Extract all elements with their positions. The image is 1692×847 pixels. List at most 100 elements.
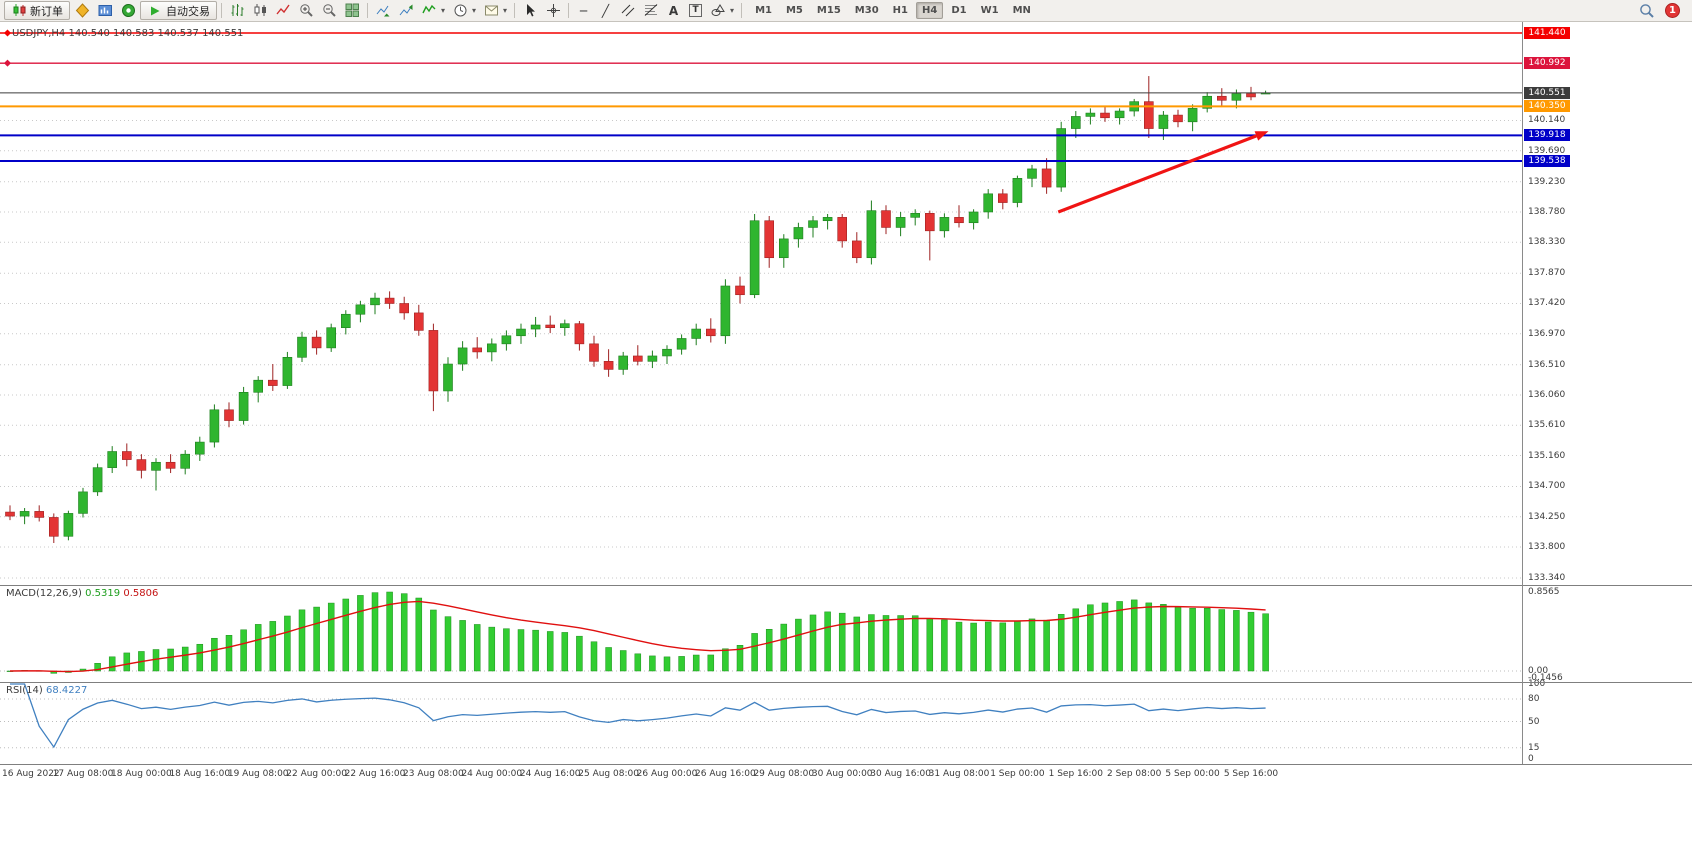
timeframe-h4[interactable]: H4	[915, 2, 944, 19]
toolbar-separator	[568, 3, 570, 18]
rsi-scale-label: 15	[1528, 742, 1540, 753]
panel-separator-main-macd[interactable]	[0, 585, 1692, 586]
timeframe-m15[interactable]: M15	[816, 5, 841, 16]
templates-button[interactable]: ▾	[480, 1, 510, 20]
candlestick-chart-icon	[252, 3, 268, 18]
chevron-down-icon: ▾	[730, 6, 735, 15]
timeframe-m5[interactable]: M5	[785, 5, 803, 16]
label-tool-button[interactable]: T	[685, 1, 706, 20]
search-button[interactable]	[1636, 1, 1658, 20]
chart-shift-button[interactable]	[395, 1, 417, 20]
candlestick-chart-button[interactable]	[249, 1, 271, 20]
price-tick-label: 135.160	[1528, 450, 1566, 461]
horizontal-price-lines[interactable]	[0, 29, 1522, 162]
price-tick-label: 136.060	[1528, 389, 1566, 400]
chevron-down-icon: ▾	[441, 6, 446, 15]
price-axis[interactable]: 140.140 139.690 139.230 138.780 138.330 137.8…	[1523, 22, 1691, 764]
new-order-button[interactable]: 新订单	[4, 1, 70, 20]
rsi-label: RSI(14) 68.4227	[6, 685, 87, 696]
time-axis-label: 26 Aug 00:00	[636, 769, 698, 779]
cursor-button[interactable]	[519, 1, 541, 20]
shapes-button[interactable]: ▾	[707, 1, 737, 20]
chart-canvas[interactable]	[0, 22, 1522, 786]
chart-title: USDJPY,H4 140.540 140.583 140.537 140.55…	[12, 28, 244, 39]
rsi-scale-label: 100	[1528, 679, 1546, 689]
price-tick-label: 134.250	[1528, 511, 1566, 522]
profiles-button[interactable]	[94, 1, 116, 20]
fibonacci-button[interactable]	[640, 1, 662, 20]
macd-main-value: 0.5319	[85, 588, 121, 599]
time-axis-label: 26 Aug 16:00	[695, 769, 756, 779]
time-axis[interactable]: 16 Aug 2022 17 Aug 08:00 18 Aug 00:00 18 Au…	[0, 765, 1692, 789]
bar-chart-button[interactable]	[226, 1, 248, 20]
time-axis-label: 22 Aug 16:00	[344, 769, 406, 779]
timeframe-toolbar: M1 M5 M15 M30 H1 H4 D1 W1 MN	[748, 2, 1038, 19]
chart-area: USDJPY,H4 140.540 140.583 140.537 140.55…	[0, 22, 1692, 847]
autotrade-label: 自动交易	[166, 4, 210, 18]
chevron-down-icon: ▾	[503, 6, 508, 15]
rsi-scale-label: 50	[1528, 716, 1540, 727]
timeframe-mn[interactable]: MN	[1012, 5, 1031, 16]
auto-scroll-button[interactable]	[372, 1, 394, 20]
zoom-out-button[interactable]	[318, 1, 340, 20]
equidistant-channel-button[interactable]	[617, 1, 639, 20]
chevron-down-icon: ▾	[472, 6, 477, 15]
periods-button[interactable]: ▾	[449, 1, 479, 20]
price-level-badge: 139.918	[1524, 129, 1570, 142]
price-tick-label: 133.800	[1528, 542, 1566, 553]
time-axis-label: 1 Sep 00:00	[990, 769, 1045, 779]
macd-label: MACD(12,26,9) 0.5319 0.5806	[6, 588, 158, 599]
price-tick-label: 140.140	[1528, 115, 1566, 126]
tile-windows-button[interactable]	[341, 1, 363, 20]
macd-name: MACD(12,26,9)	[6, 588, 82, 599]
grid-lines	[0, 119, 1522, 579]
indicators-icon	[421, 3, 437, 18]
timeframe-m30[interactable]: M30	[854, 5, 879, 16]
timeframe-d1[interactable]: D1	[951, 5, 967, 16]
horizontal-line-icon: ─	[579, 3, 588, 18]
price-tick-label: 136.970	[1528, 328, 1566, 339]
price-axis-border	[1522, 22, 1523, 764]
time-axis-label: 2 Sep 08:00	[1107, 769, 1162, 779]
toolbar-separator	[741, 3, 743, 18]
price-tick-label: 137.870	[1528, 268, 1566, 279]
autotrade-play-icon	[147, 3, 163, 18]
macd-scale-label: 0.8565	[1528, 587, 1560, 597]
trendline-button[interactable]: ╱	[595, 1, 616, 20]
price-level-badge: 140.992	[1524, 57, 1570, 70]
panel-separator-macd-rsi[interactable]	[0, 682, 1692, 683]
toolbar-separator	[514, 3, 516, 18]
template-icon	[483, 3, 499, 18]
price-tick-label: 139.230	[1528, 176, 1566, 187]
time-axis-label: 5 Sep 00:00	[1165, 769, 1220, 779]
horizontal-line-button[interactable]: ─	[573, 1, 594, 20]
zoom-out-icon	[321, 3, 337, 18]
time-axis-label: 30 Aug 00:00	[811, 769, 873, 779]
time-axis-label: 22 Aug 00:00	[286, 769, 347, 779]
macd-signal-value: 0.5806	[123, 588, 159, 599]
channel-icon	[620, 3, 636, 18]
market-watch-button[interactable]	[117, 1, 139, 20]
line-chart-button[interactable]	[272, 1, 294, 20]
indicators-button[interactable]: ▾	[418, 1, 448, 20]
profiles-icon	[97, 3, 113, 18]
time-axis-label: 30 Aug 16:00	[870, 769, 931, 779]
price-tick-label: 133.340	[1528, 573, 1566, 583]
timeframe-h1[interactable]: H1	[892, 5, 908, 16]
new-chart-button[interactable]	[71, 1, 93, 20]
price-tick-label: 135.610	[1528, 420, 1566, 431]
notification-badge[interactable]: 1	[1665, 3, 1680, 18]
autotrade-button[interactable]: 自动交易	[140, 1, 217, 20]
zoom-in-button[interactable]	[295, 1, 317, 20]
timeframe-w1[interactable]: W1	[980, 5, 999, 16]
time-axis-label: 23 Aug 08:00	[403, 769, 464, 779]
crosshair-button[interactable]	[542, 1, 564, 20]
timeframe-m1[interactable]: M1	[755, 5, 772, 16]
trend-arrow-annotation[interactable]	[1057, 131, 1269, 214]
trendline-icon: ╱	[601, 3, 610, 18]
time-axis-label: 16 Aug 2022	[2, 769, 60, 779]
price-tick-label: 134.700	[1528, 481, 1566, 492]
clock-icon	[452, 3, 468, 18]
text-tool-button[interactable]: A	[663, 1, 684, 20]
